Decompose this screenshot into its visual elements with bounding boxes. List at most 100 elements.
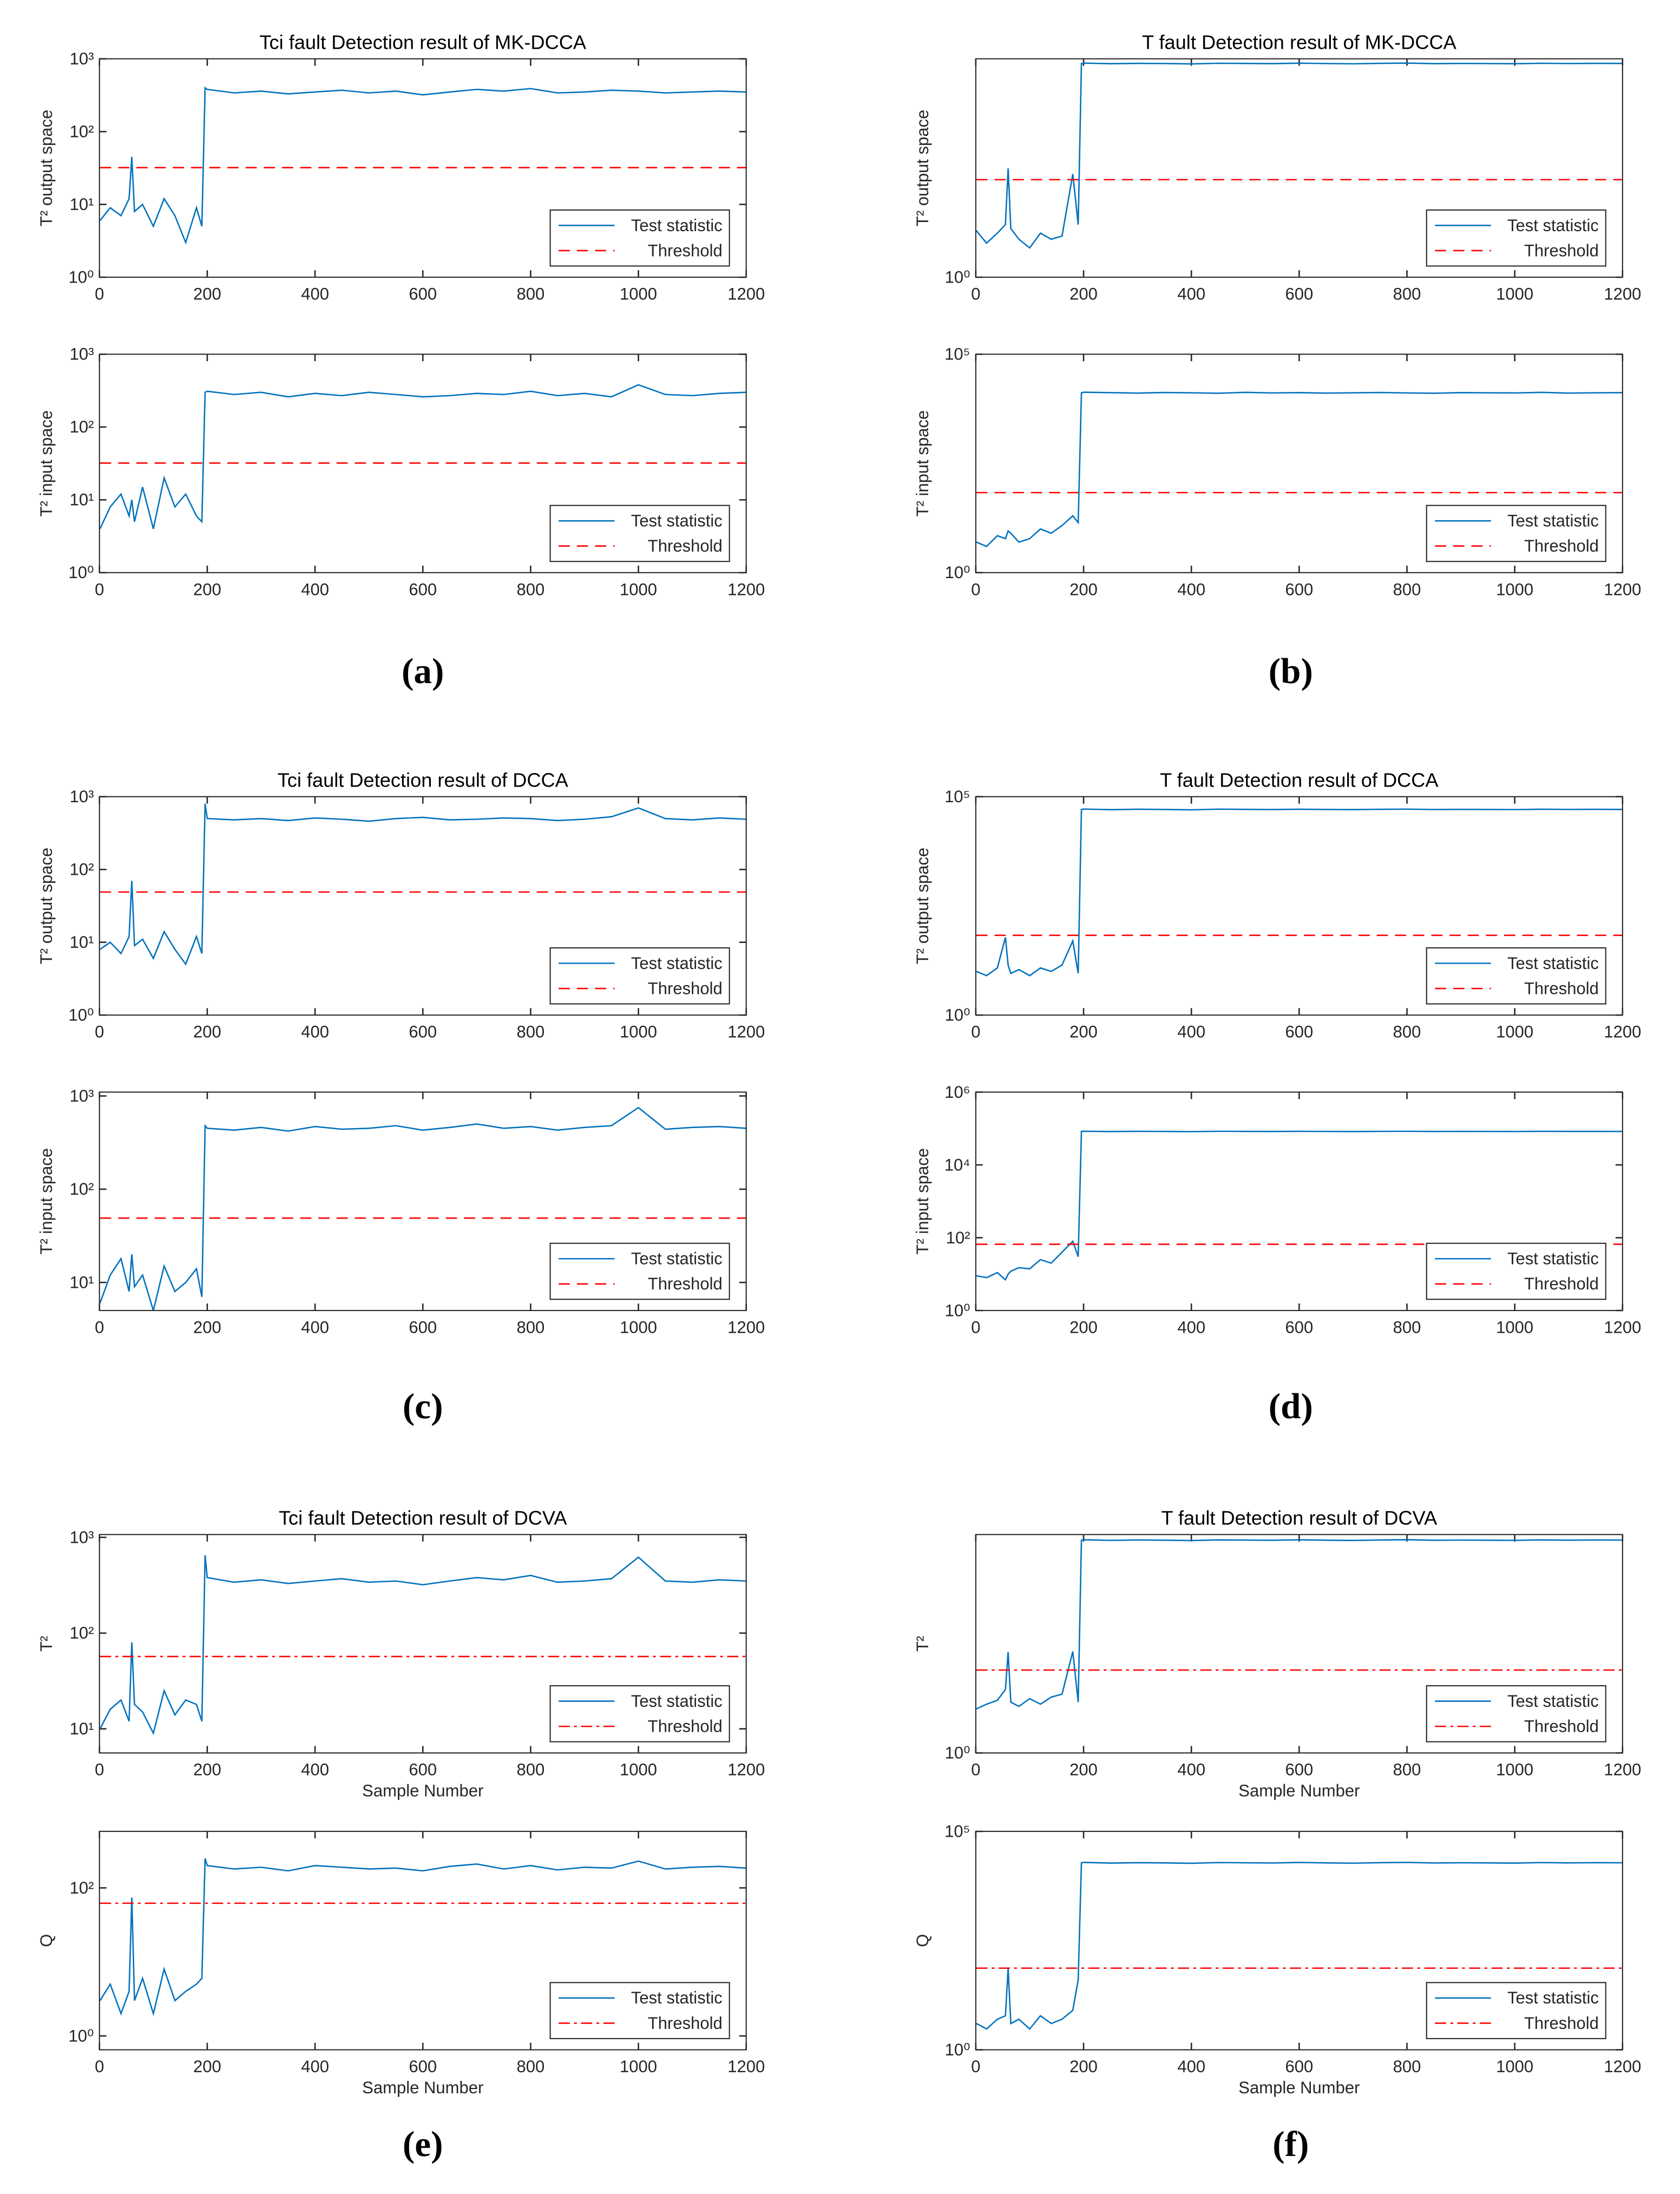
series-line: [976, 1130, 1623, 1281]
x-tick-label: 400: [1177, 285, 1205, 304]
legend-label: Test statistic: [631, 1988, 723, 2007]
y-tick-label: 10³: [70, 787, 94, 806]
x-axis-label: Sample Number: [362, 1781, 483, 1800]
x-tick-label: 200: [193, 580, 221, 599]
chart-title: Tci fault Detection result of MK-DCCA: [259, 31, 586, 54]
legend-box: [1426, 1685, 1606, 1743]
y-tick-label: 10¹: [70, 490, 94, 509]
legend-label: Test statistic: [1507, 954, 1599, 973]
x-tick-label: 600: [1285, 1760, 1313, 1779]
x-tick-label: 400: [1177, 580, 1205, 599]
x-tick-label: 1000: [620, 1760, 657, 1779]
axes-box: [99, 1091, 747, 1311]
axes-box: [975, 58, 1623, 278]
axes-box: [975, 1831, 1623, 2051]
x-tick-label: 0: [95, 285, 104, 304]
x-tick-label: 600: [409, 285, 437, 304]
y-axis-label: T² output space: [37, 848, 56, 965]
x-tick-label: 1200: [727, 2057, 765, 2076]
x-tick-label: 200: [193, 1760, 221, 1779]
chart-title: Tci fault Detection result of DCVA: [279, 1507, 567, 1529]
x-tick-label: 600: [1285, 285, 1313, 304]
legend-label: Threshold: [648, 979, 723, 998]
x-tick-label: 1000: [1496, 1318, 1533, 1337]
legend-box: [549, 209, 730, 267]
x-tick-label: 400: [301, 1023, 329, 1042]
x-tick-label: 600: [1285, 1318, 1313, 1337]
axes-box: [99, 1534, 747, 1754]
x-tick-label: 600: [409, 1023, 437, 1042]
x-tick-label: 0: [971, 1760, 980, 1779]
y-tick-label: 10⁵: [944, 787, 970, 806]
x-tick-label: 1200: [727, 1023, 765, 1042]
y-tick-label: 10⁰: [68, 1006, 94, 1025]
y-tick-label: 10²: [70, 860, 94, 879]
axes-box: [99, 353, 747, 573]
legend-box: [1426, 1982, 1606, 2039]
series-line: [99, 384, 746, 529]
x-tick-label: 1200: [1604, 285, 1641, 304]
x-axis-label: Sample Number: [362, 2078, 483, 2097]
x-tick-label: 0: [971, 2057, 980, 2076]
y-tick-label: 10¹: [70, 933, 94, 952]
legend-label: Threshold: [648, 1274, 723, 1293]
legend-label: Threshold: [1524, 2014, 1599, 2033]
y-tick-label: 10⁵: [944, 1822, 970, 1841]
x-tick-label: 400: [1177, 1760, 1205, 1779]
x-tick-label: 600: [1285, 1023, 1313, 1042]
x-tick-label: 200: [1069, 1318, 1098, 1337]
x-tick-label: 600: [1285, 2057, 1313, 2076]
x-tick-label: 200: [1069, 285, 1098, 304]
x-tick-label: 1000: [620, 1318, 657, 1337]
x-tick-label: 200: [193, 2057, 221, 2076]
y-tick-label: 10⁶: [944, 1083, 970, 1102]
y-tick-label: 10¹: [70, 1719, 94, 1738]
x-tick-label: 200: [1069, 1760, 1098, 1779]
x-tick-label: 600: [1285, 580, 1313, 599]
y-tick-label: 10⁰: [945, 267, 970, 286]
x-tick-label: 400: [301, 2057, 329, 2076]
y-axis-label: T² input space: [37, 1148, 56, 1255]
y-axis-label: T² input space: [913, 410, 932, 517]
y-tick-label: 10⁰: [945, 563, 970, 582]
x-axis-label: Sample Number: [1238, 2078, 1360, 2097]
x-tick-label: 600: [409, 1318, 437, 1337]
x-tick-label: 200: [193, 285, 221, 304]
legend-label: Threshold: [1524, 536, 1599, 555]
series-line: [99, 86, 746, 245]
x-tick-label: 800: [517, 580, 545, 599]
x-tick-label: 400: [301, 1318, 329, 1337]
y-tick-label: 10³: [70, 1086, 94, 1105]
y-tick-label: 10³: [70, 1528, 94, 1547]
x-tick-label: 0: [95, 2057, 104, 2076]
x-tick-label: 800: [1393, 1760, 1421, 1779]
x-tick-label: 800: [1393, 1023, 1421, 1042]
x-tick-label: 1000: [1496, 2057, 1533, 2076]
x-tick-label: 1200: [727, 1318, 765, 1337]
x-tick-label: 600: [409, 2057, 437, 2076]
x-tick-label: 1000: [1496, 580, 1533, 599]
x-tick-label: 1200: [1604, 1023, 1641, 1042]
y-axis-label: T² input space: [37, 410, 56, 517]
y-axis-label: T² output space: [913, 848, 932, 965]
panel-label: (d): [1269, 1386, 1313, 1426]
x-tick-label: 800: [1393, 580, 1421, 599]
legend-label: Test statistic: [631, 1692, 723, 1711]
legend-label: Test statistic: [1507, 1988, 1599, 2007]
x-tick-label: 400: [301, 580, 329, 599]
panel-label: (c): [403, 1386, 443, 1426]
series-line: [100, 803, 746, 966]
legend-box: [1426, 947, 1606, 1005]
y-tick-label: 10⁰: [945, 1301, 970, 1320]
legend-box: [549, 1685, 730, 1743]
axes-box: [975, 353, 1623, 573]
x-tick-label: 400: [301, 1760, 329, 1779]
y-axis-label: T² output space: [913, 110, 932, 227]
x-tick-label: 1000: [620, 285, 657, 304]
x-tick-label: 0: [95, 1760, 104, 1779]
series-line: [99, 1555, 746, 1735]
x-tick-label: 1000: [1496, 1023, 1533, 1042]
x-tick-label: 1200: [727, 1760, 765, 1779]
x-tick-label: 800: [1393, 2057, 1421, 2076]
